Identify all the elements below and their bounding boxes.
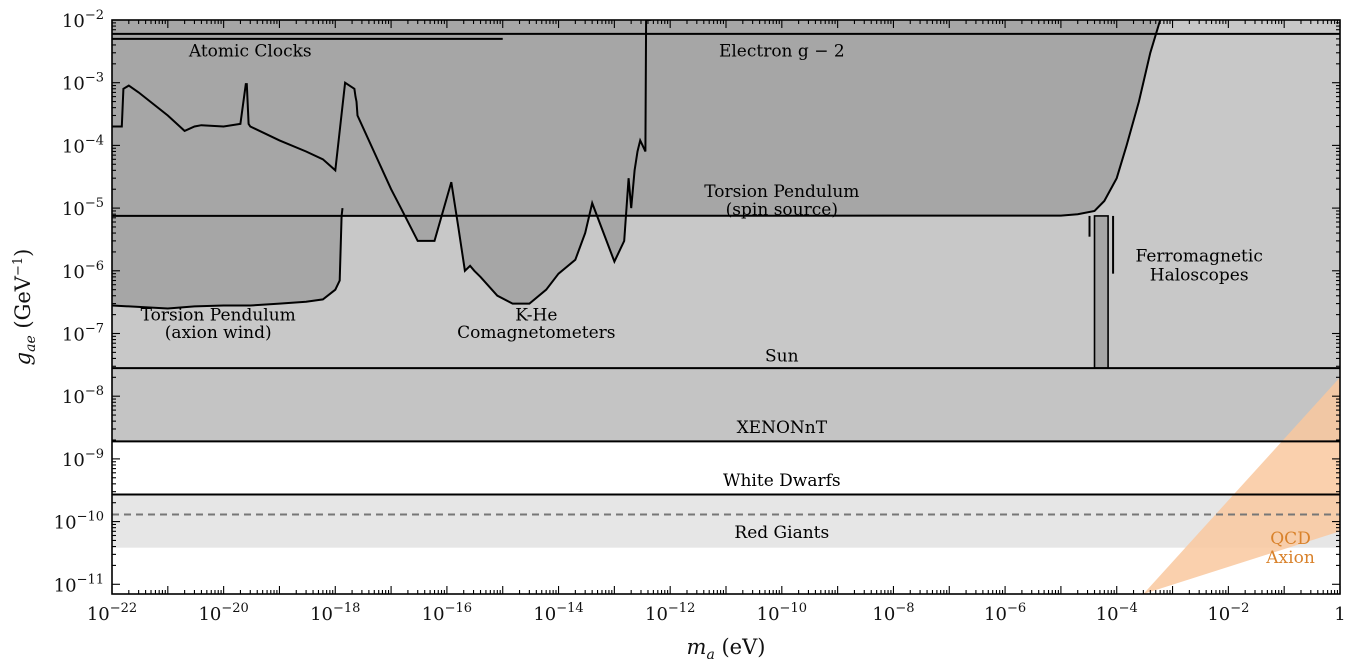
- x-tick-label: 10−16: [422, 601, 472, 625]
- label-torsion-wind-2: (axion wind): [165, 323, 272, 343]
- y-tick-label: 10−3: [62, 71, 104, 95]
- label-khe-1: K-He: [515, 306, 557, 326]
- y-tick-label: 10−4: [62, 133, 104, 157]
- label-torsion-spin-2: (spin source): [726, 200, 838, 220]
- white-dwarfs-region: [112, 494, 1340, 548]
- label-sun: Sun: [765, 346, 799, 366]
- label-ferro-1: Ferromagnetic: [1135, 247, 1262, 267]
- y-axis-title: gae (GeV−1): [11, 249, 39, 366]
- xenonnt-region: [112, 368, 1340, 442]
- x-tick-label: 10−10: [757, 601, 807, 625]
- y-tick-label: 10−7: [62, 321, 104, 345]
- x-tick-label: 10−6: [984, 601, 1026, 625]
- label-khe-2: Comagnetometers: [457, 323, 615, 343]
- label-torsion-spin-1: Torsion Pendulum: [704, 182, 859, 202]
- x-tick-label: 10−18: [310, 601, 360, 625]
- label-torsion-wind-1: Torsion Pendulum: [141, 306, 296, 326]
- y-tick-label: 10−10: [54, 510, 104, 534]
- qcd-axion-band: [1143, 377, 1340, 594]
- y-tick-label: 10−11: [54, 572, 104, 596]
- y-tick-label: 10−2: [62, 8, 104, 32]
- y-tick-label: 10−6: [62, 259, 104, 283]
- label-xenon: XENONnT: [737, 418, 828, 438]
- khe-comagnetometer-line: [112, 20, 652, 305]
- x-tick-label: 10−12: [645, 601, 695, 625]
- label-wd: White Dwarfs: [723, 471, 841, 491]
- label-rg: Red Giants: [734, 523, 829, 543]
- x-tick-label: 10−20: [198, 601, 248, 625]
- khe-comagnetometer-region: [112, 20, 652, 304]
- y-tick-label: 10−8: [62, 384, 104, 408]
- torsion-spin-source-line: [112, 20, 1162, 217]
- x-axis-title: ma (eV): [687, 635, 766, 663]
- x-tick-label: 10−22: [87, 601, 137, 625]
- torsion-axion-wind-line: [112, 207, 344, 310]
- y-tick-label: 10−5: [62, 196, 104, 220]
- label-electron-g2: Electron g − 2: [719, 42, 845, 62]
- x-tick-label: 10−14: [533, 601, 583, 625]
- label-ferro-2: Haloscopes: [1150, 266, 1249, 286]
- x-tick-label: 10−8: [872, 601, 914, 625]
- x-tick-label: 10−4: [1096, 601, 1138, 625]
- label-qcd-1: QCD: [1270, 529, 1311, 549]
- x-tick-label: 10−2: [1207, 601, 1249, 625]
- label-qcd-2: Axion: [1265, 548, 1315, 568]
- label-atomic-clocks: Atomic Clocks: [188, 42, 312, 62]
- ferromagnetic-haloscope-region: [1093, 215, 1109, 369]
- y-tick-label: 10−9: [62, 447, 104, 471]
- x-tick-label: 1: [1334, 604, 1345, 625]
